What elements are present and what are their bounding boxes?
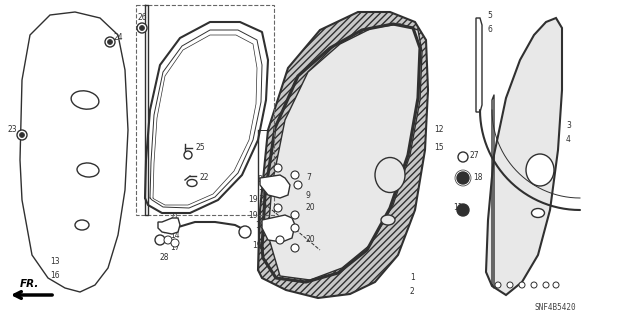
Text: FR.: FR.: [20, 279, 40, 289]
Text: 24: 24: [113, 33, 123, 42]
Text: 9: 9: [306, 190, 311, 199]
Circle shape: [291, 171, 299, 179]
Circle shape: [184, 151, 192, 159]
Circle shape: [171, 239, 179, 247]
Circle shape: [294, 181, 302, 189]
Text: 3: 3: [566, 121, 571, 130]
Circle shape: [140, 26, 145, 31]
Circle shape: [105, 37, 115, 47]
Circle shape: [276, 236, 284, 244]
Text: 28: 28: [160, 254, 170, 263]
Polygon shape: [258, 12, 428, 298]
Circle shape: [164, 236, 172, 244]
Polygon shape: [158, 218, 180, 234]
Text: 6: 6: [487, 26, 492, 34]
Text: 10: 10: [258, 189, 268, 198]
Text: 11: 11: [453, 204, 463, 212]
Text: 1: 1: [410, 273, 415, 283]
Text: 4: 4: [566, 136, 571, 145]
Text: 25: 25: [196, 144, 205, 152]
Text: 17: 17: [170, 243, 180, 253]
Circle shape: [137, 23, 147, 33]
Circle shape: [495, 282, 501, 288]
Text: 12: 12: [434, 125, 444, 135]
Circle shape: [519, 282, 525, 288]
Polygon shape: [476, 18, 482, 112]
Circle shape: [19, 132, 24, 137]
Polygon shape: [486, 18, 562, 295]
Text: 5: 5: [487, 11, 492, 20]
Text: 16: 16: [50, 271, 60, 280]
Text: 19: 19: [252, 241, 262, 249]
Text: 2: 2: [410, 287, 415, 296]
Text: 7: 7: [306, 174, 311, 182]
Ellipse shape: [531, 209, 545, 218]
Circle shape: [291, 211, 299, 219]
Text: 23: 23: [8, 125, 18, 135]
Text: 18: 18: [473, 173, 483, 182]
Polygon shape: [262, 215, 295, 242]
Text: 19: 19: [248, 211, 258, 219]
Text: SNF4B5420: SNF4B5420: [534, 303, 576, 313]
Text: 14: 14: [170, 231, 180, 240]
Circle shape: [543, 282, 549, 288]
Text: 15: 15: [434, 144, 444, 152]
Text: 20: 20: [306, 204, 316, 212]
Ellipse shape: [375, 158, 405, 192]
Circle shape: [457, 204, 469, 216]
Circle shape: [458, 152, 468, 162]
Ellipse shape: [381, 215, 395, 225]
Text: 21: 21: [170, 213, 179, 222]
Text: 19: 19: [255, 220, 264, 229]
Text: 20: 20: [306, 235, 316, 244]
Circle shape: [239, 226, 251, 238]
Text: 22: 22: [200, 174, 209, 182]
Bar: [136, 5, 274, 215]
Ellipse shape: [187, 180, 197, 187]
Polygon shape: [268, 24, 422, 280]
Circle shape: [457, 172, 469, 184]
Circle shape: [17, 130, 27, 140]
Circle shape: [274, 164, 282, 172]
Text: 8: 8: [258, 175, 263, 184]
Text: 26: 26: [138, 13, 148, 23]
Circle shape: [507, 282, 513, 288]
Circle shape: [291, 224, 299, 232]
Circle shape: [291, 244, 299, 252]
Polygon shape: [260, 175, 290, 198]
Circle shape: [553, 282, 559, 288]
Circle shape: [274, 204, 282, 212]
Text: 19: 19: [248, 196, 258, 204]
Circle shape: [108, 40, 113, 44]
Circle shape: [531, 282, 537, 288]
Text: 27: 27: [470, 151, 479, 160]
Text: 13: 13: [50, 257, 60, 266]
Ellipse shape: [526, 154, 554, 186]
Circle shape: [155, 235, 165, 245]
